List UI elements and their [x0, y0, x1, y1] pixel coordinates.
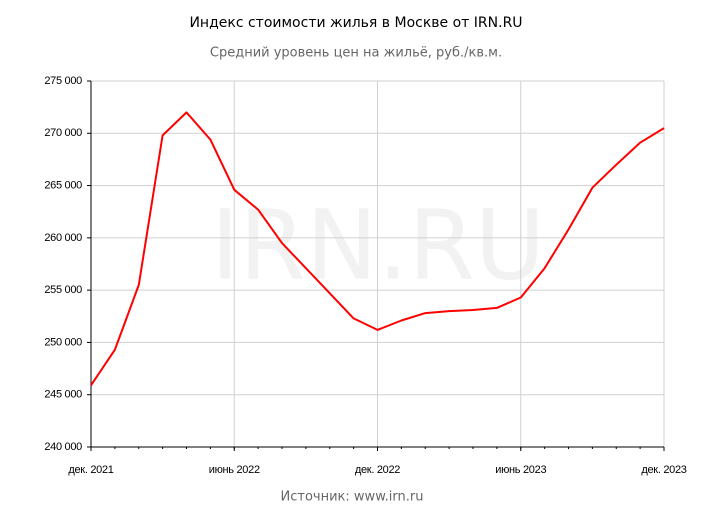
data-line — [90, 111, 665, 386]
y-tick-label: 265 000 — [44, 179, 82, 191]
y-tick-label: 250 000 — [44, 336, 82, 348]
y-tick-label: 270 000 — [44, 127, 82, 139]
y-tick-label: 240 000 — [44, 441, 82, 453]
x-tick-label: дек. 2021 — [68, 464, 113, 476]
y-tick-label: 245 000 — [44, 389, 82, 401]
x-tick-label: дек. 2022 — [355, 464, 400, 476]
y-tick-label: 255 000 — [44, 284, 82, 296]
chart-title: Индекс стоимости жилья в Москве от IRN.R… — [189, 15, 522, 31]
source: Источник: www.irn.ru — [281, 490, 424, 505]
y-tick-label: 260 000 — [44, 232, 82, 244]
x-tick-label: дек. 2023 — [641, 464, 686, 476]
x-tick-label: июнь 2023 — [495, 464, 546, 476]
y-tick-label: 275 000 — [44, 75, 82, 87]
x-tick-label: июнь 2022 — [209, 464, 260, 476]
chart-subtitle: Средний уровень цен на жильё, руб./кв.м. — [210, 46, 502, 61]
